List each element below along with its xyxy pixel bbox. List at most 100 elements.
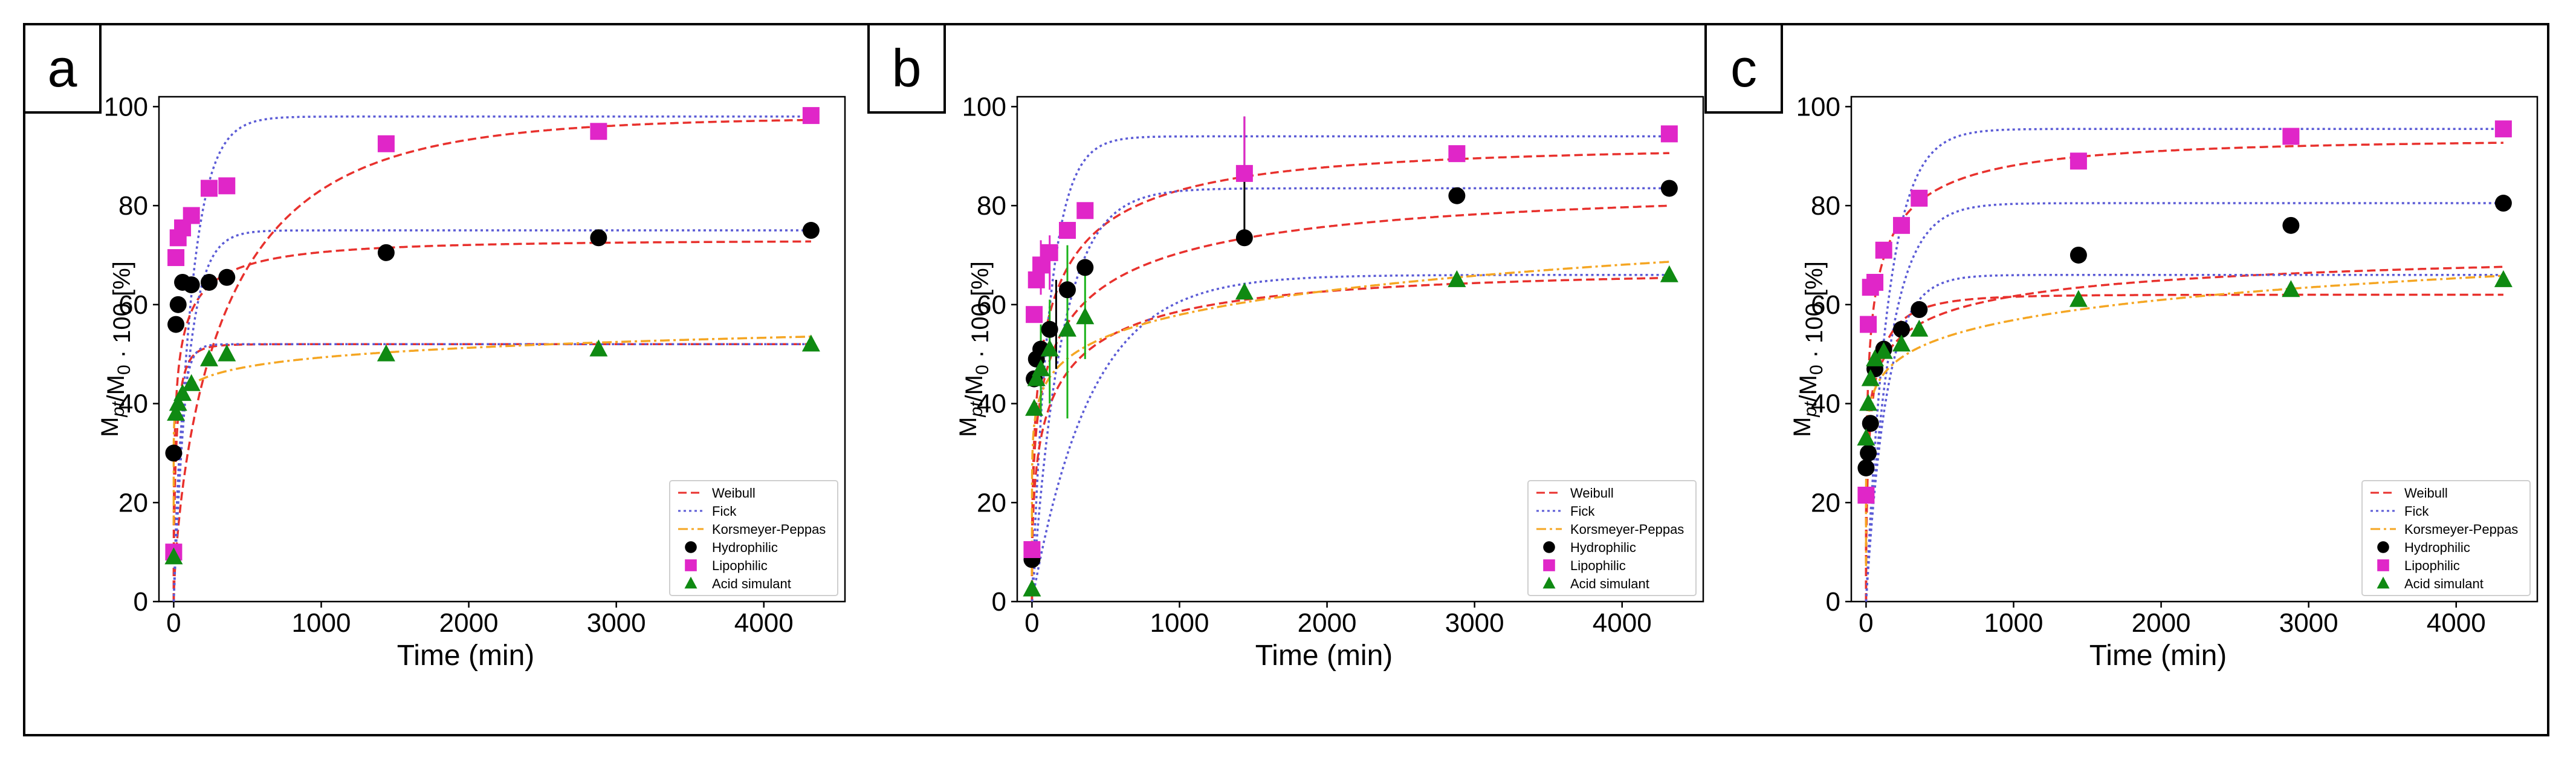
- legend-marker: [685, 559, 697, 571]
- fit-weibull-acid-simulant: [1031, 276, 1669, 602]
- data-point: [1058, 281, 1076, 299]
- data-point: [1892, 216, 1910, 234]
- panel-label-b: b: [867, 23, 946, 114]
- data-point: [2494, 195, 2512, 212]
- data-point: [2069, 290, 2088, 307]
- x-tick-label: 0: [166, 608, 181, 638]
- x-tick-label: 1000: [1150, 608, 1209, 638]
- data-point: [1866, 349, 1885, 366]
- legend-label: Weibull: [1570, 485, 1614, 501]
- x-axis-label: Time (min): [1255, 640, 1393, 672]
- data-point: [1910, 319, 1929, 337]
- data-point: [1235, 282, 1254, 300]
- data-point: [164, 547, 183, 565]
- fit-fick-acid-simulant: [172, 343, 811, 602]
- legend-label: Korsmeyer-Peppas: [712, 522, 826, 537]
- data-point: [1857, 428, 1875, 446]
- data-point: [1041, 320, 1058, 338]
- legend-label: Fick: [2404, 504, 2429, 519]
- fit-weibull-hydrophilic: [172, 240, 811, 602]
- y-tick-label: 80: [1811, 191, 1840, 221]
- series-hydrophilic: [165, 222, 820, 462]
- y-axis-label: Mpt/M0 · 100 [%]: [97, 261, 135, 437]
- legend-marker: [2377, 541, 2389, 553]
- legend: Weibull Fick Korsmeyer-Peppas Hydrophilic Li…: [669, 480, 838, 596]
- legend-label: Hydrophilic: [712, 540, 778, 555]
- data-point: [1857, 486, 1875, 504]
- legend-label: Acid simulant: [1570, 576, 1649, 591]
- series-lipophilic: [1857, 120, 2512, 504]
- y-tick-label: 40: [118, 389, 148, 419]
- legend-label: Weibull: [712, 485, 756, 501]
- data-point: [199, 349, 218, 366]
- data-point: [2282, 280, 2300, 297]
- data-point: [200, 273, 218, 291]
- legend-marker: [1543, 541, 1555, 553]
- data-point: [1076, 307, 1095, 325]
- y-tick-label: 60: [118, 290, 148, 320]
- data-point: [1857, 459, 1875, 476]
- fit-weibull-acid-simulant: [172, 343, 811, 602]
- legend-label: Korsmeyer-Peppas: [2404, 522, 2518, 537]
- data-point: [1027, 271, 1045, 288]
- data-point: [218, 268, 236, 286]
- x-tick-label: 2000: [2132, 608, 2191, 638]
- series-lipophilic: [165, 107, 820, 561]
- data-point: [1660, 265, 1678, 282]
- x-tick-label: 1000: [292, 608, 351, 638]
- data-point: [1025, 398, 1044, 416]
- data-point: [183, 207, 200, 224]
- y-axis-label: Mpt/M0 · 100 [%]: [955, 261, 994, 437]
- legend-box: [2361, 480, 2531, 596]
- series-acid-simulant: [164, 334, 820, 565]
- data-point: [377, 244, 395, 261]
- legend-box: [669, 480, 838, 596]
- data-point: [1911, 189, 1928, 207]
- legend-label: Acid simulant: [2404, 576, 2484, 591]
- legend-box: [1527, 480, 1697, 596]
- x-axis-label: Time (min): [2089, 640, 2227, 672]
- y-tick-label: 20: [118, 488, 148, 518]
- fit-fick-lipophilic: [1031, 135, 1669, 602]
- x-tick-label: 4000: [734, 608, 794, 638]
- data-point: [1892, 334, 1911, 352]
- x-tick-label: 0: [1024, 608, 1039, 638]
- data-point: [1448, 270, 1466, 287]
- data-point: [1032, 359, 1050, 377]
- data-point: [1911, 301, 1928, 319]
- x-tick-label: 1000: [1984, 608, 2044, 638]
- legend-label: Lipophilic: [2404, 558, 2460, 573]
- data-point: [1023, 541, 1041, 559]
- y-tick-label: 100: [104, 92, 148, 122]
- y-tick-label: 100: [1796, 92, 1840, 122]
- legend-marker: [684, 576, 697, 589]
- data-point: [1874, 342, 1893, 359]
- x-tick-label: 2000: [1298, 608, 1357, 638]
- data-point: [2282, 216, 2300, 234]
- data-point: [1448, 187, 1466, 204]
- data-point: [165, 444, 183, 462]
- legend-label: Korsmeyer-Peppas: [1570, 522, 1684, 537]
- legend-label: Hydrophilic: [1570, 540, 1636, 555]
- data-point: [218, 344, 236, 362]
- y-tick-label: 20: [1811, 488, 1840, 518]
- data-point: [1076, 202, 1094, 219]
- data-point: [2070, 246, 2087, 264]
- data-point: [167, 316, 185, 333]
- data-point: [200, 180, 218, 197]
- data-point: [1235, 229, 1253, 247]
- series-acid-simulant: [1023, 265, 1678, 597]
- y-tick-label: 40: [977, 389, 1006, 419]
- data-point: [167, 403, 186, 421]
- data-point: [2282, 128, 2300, 145]
- y-tick-label: 60: [1811, 290, 1840, 320]
- data-point: [2494, 270, 2513, 287]
- data-point: [173, 384, 192, 401]
- y-tick-label: 80: [118, 191, 148, 221]
- data-point: [2070, 152, 2087, 170]
- data-point: [1448, 145, 1466, 163]
- data-point: [590, 123, 607, 140]
- data-point: [1027, 369, 1046, 386]
- data-point: [1862, 415, 1879, 432]
- data-point: [589, 339, 608, 357]
